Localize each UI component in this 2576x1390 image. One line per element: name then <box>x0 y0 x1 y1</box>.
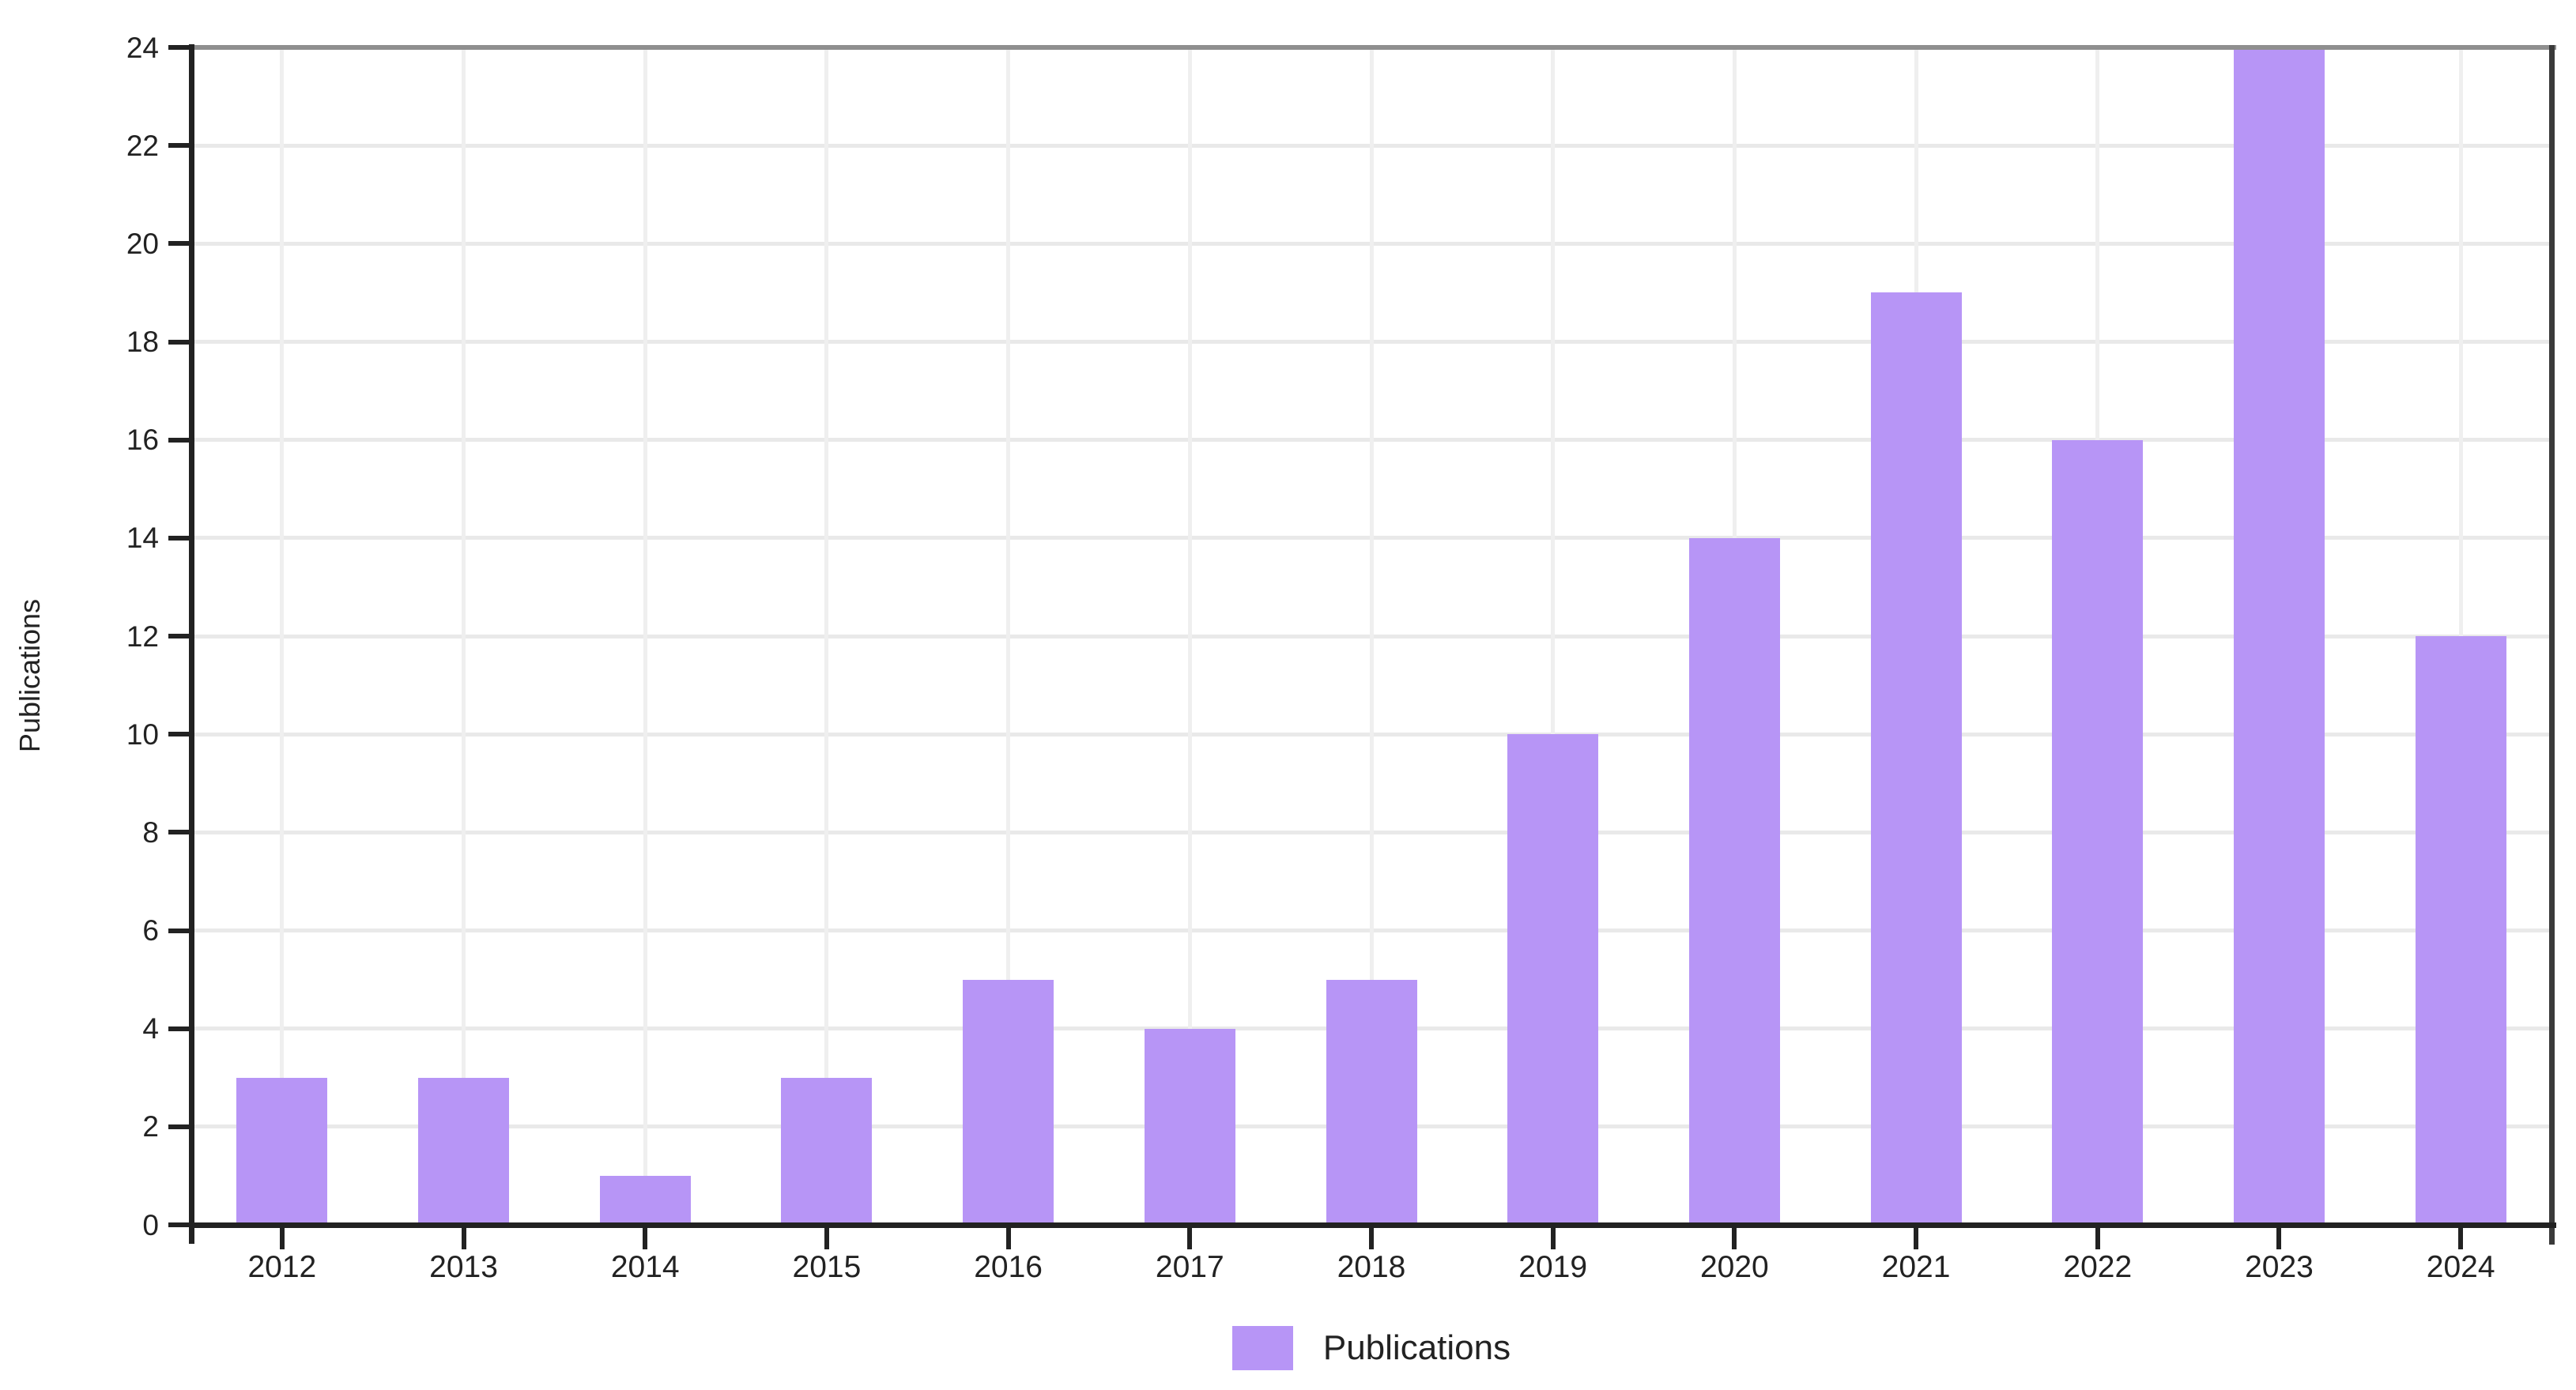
x-tick-2014 <box>643 1227 648 1249</box>
v-gridline-2018 <box>1369 47 1374 1225</box>
x-axis-line <box>189 1222 2556 1228</box>
y-tick-label-18: 18 <box>126 326 159 358</box>
x-tick-2015 <box>824 1227 829 1249</box>
y-tick-label-4: 4 <box>142 1012 159 1045</box>
y-tick-12 <box>168 634 191 638</box>
y-tick-18 <box>168 339 191 345</box>
v-gridline-2017 <box>1187 47 1192 1225</box>
x-tick-2023 <box>2276 1227 2282 1249</box>
plot-top-border <box>189 45 2556 50</box>
y-tick-label-16: 16 <box>126 424 159 457</box>
v-gridline-2012 <box>280 47 285 1225</box>
legend-item-publications[interactable]: Publications <box>1231 1326 1511 1370</box>
bar-2022 <box>2052 439 2144 1225</box>
x-tick-2018 <box>1369 1227 1374 1249</box>
x-tick-2013 <box>461 1227 466 1249</box>
legend-label: Publications <box>1322 1328 1511 1367</box>
y-axis-line <box>189 44 194 1244</box>
x-tick-2016 <box>1005 1227 1011 1249</box>
bar-2017 <box>1144 1028 1235 1225</box>
y-tick-label-8: 8 <box>142 816 159 849</box>
v-gridline-2014 <box>643 47 647 1225</box>
x-tick-label-2017: 2017 <box>1155 1250 1224 1284</box>
v-gridline-2019 <box>1551 47 1556 1225</box>
bar-2019 <box>1507 734 1599 1225</box>
x-tick-2019 <box>1550 1227 1556 1249</box>
y-tick-8 <box>168 830 191 835</box>
bar-2024 <box>2415 636 2506 1225</box>
y-tick-16 <box>168 437 191 443</box>
bar-2018 <box>1326 979 1417 1225</box>
bar-2015 <box>781 1077 873 1225</box>
y-tick-4 <box>168 1026 191 1031</box>
x-tick-label-2018: 2018 <box>1337 1250 1406 1284</box>
bar-2014 <box>599 1175 691 1225</box>
y-tick-14 <box>168 535 191 541</box>
x-tick-label-2014: 2014 <box>610 1250 680 1284</box>
y-tick-2 <box>168 1124 191 1129</box>
legend-swatch-icon <box>1231 1326 1293 1370</box>
y-tick-22 <box>168 143 191 149</box>
legend: Publications <box>191 1324 2551 1372</box>
x-tick-label-2019: 2019 <box>1518 1250 1588 1284</box>
y-tick-0 <box>168 1222 191 1227</box>
y-tick-24 <box>168 45 191 50</box>
bar-2013 <box>418 1077 510 1225</box>
x-tick-label-2012: 2012 <box>247 1250 317 1284</box>
bar-2021 <box>1870 292 1962 1225</box>
x-tick-label-2015: 2015 <box>792 1250 862 1284</box>
y-tick-label-14: 14 <box>126 522 159 555</box>
bar-2023 <box>2233 47 2325 1225</box>
x-tick-2017 <box>1187 1227 1193 1249</box>
y-tick-label-24: 24 <box>126 31 159 64</box>
v-gridline-2016 <box>1006 47 1011 1225</box>
x-tick-label-2013: 2013 <box>429 1250 498 1284</box>
x-tick-label-2021: 2021 <box>1881 1250 1951 1284</box>
x-tick-2020 <box>1732 1227 1737 1249</box>
x-tick-label-2016: 2016 <box>974 1250 1043 1284</box>
x-tick-label-2020: 2020 <box>1699 1250 1769 1284</box>
x-tick-label-2024: 2024 <box>2426 1250 2495 1284</box>
bar-2012 <box>236 1077 328 1225</box>
x-tick-2012 <box>279 1227 285 1249</box>
y-tick-label-20: 20 <box>126 227 159 260</box>
bar-2016 <box>963 979 1054 1225</box>
y-tick-20 <box>168 241 191 247</box>
x-tick-label-2023: 2023 <box>2245 1250 2314 1284</box>
y-tick-label-2: 2 <box>142 1110 159 1143</box>
y-tick-label-6: 6 <box>142 914 159 947</box>
v-gridline-2015 <box>824 47 829 1225</box>
y-tick-label-22: 22 <box>126 129 159 162</box>
y-tick-6 <box>168 928 191 933</box>
v-gridline-2013 <box>462 47 466 1225</box>
plot-right-border <box>2549 45 2555 1245</box>
y-tick-label-0: 0 <box>142 1208 159 1241</box>
y-tick-label-10: 10 <box>126 718 159 751</box>
y-tick-10 <box>168 732 191 737</box>
x-tick-2021 <box>1914 1227 1919 1249</box>
y-tick-label-12: 12 <box>126 620 159 653</box>
x-tick-2024 <box>2458 1227 2464 1249</box>
x-tick-2022 <box>2095 1227 2100 1249</box>
x-tick-label-2022: 2022 <box>2063 1250 2133 1284</box>
bar-2020 <box>1688 537 1780 1225</box>
